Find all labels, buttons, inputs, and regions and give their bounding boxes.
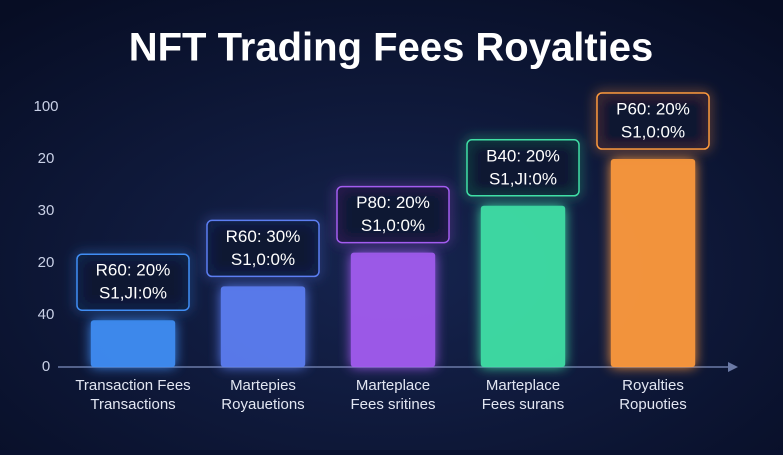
bar [350,252,436,367]
y-tick-label: 20 [38,254,55,271]
x-tick-label: Marteplace [356,377,430,394]
bar [610,159,696,367]
value-label: B40: 20% [486,146,560,165]
bar [220,286,306,367]
value-label-box [206,219,320,278]
chart-title: NFT Trading Fees Royalties [129,26,654,70]
value-label-box [466,139,580,197]
x-tick-label: Ropuoties [619,396,687,413]
value-label-box [76,253,190,311]
value-label: S1,0:0% [621,122,685,141]
x-tick-label: Fees surans [482,396,565,413]
value-label: S1,JI:0% [489,169,557,188]
y-tick-label: 30 [38,202,55,219]
value-label: S1,JI:0% [99,284,167,303]
x-tick-label: Fees sritines [350,396,435,413]
value-label-box [336,185,450,244]
value-label: R60: 30% [226,227,301,246]
x-tick-label: Martepies [230,377,296,394]
y-tick-label: 40 [38,306,55,323]
x-tick-label: Royauetions [221,396,304,413]
value-label: S1,0:0% [231,250,295,269]
x-tick-label: Marteplace [486,377,560,394]
bar [90,320,176,367]
value-label: P80: 20% [356,193,430,212]
bar [480,205,566,367]
axis-arrow [728,362,738,372]
y-tick-label: 0 [42,358,50,375]
x-tick-label: Royalties [622,377,684,394]
x-tick-label: Transactions [90,396,175,413]
y-tick-label: 20 [38,150,55,167]
x-tick-label: Transaction Fees [75,377,190,394]
value-label-box [596,92,710,150]
value-label: S1,0:0% [361,216,425,235]
value-label: P60: 20% [616,99,690,118]
value-label: R60: 20% [96,261,171,280]
y-tick-label: 100 [33,98,58,115]
